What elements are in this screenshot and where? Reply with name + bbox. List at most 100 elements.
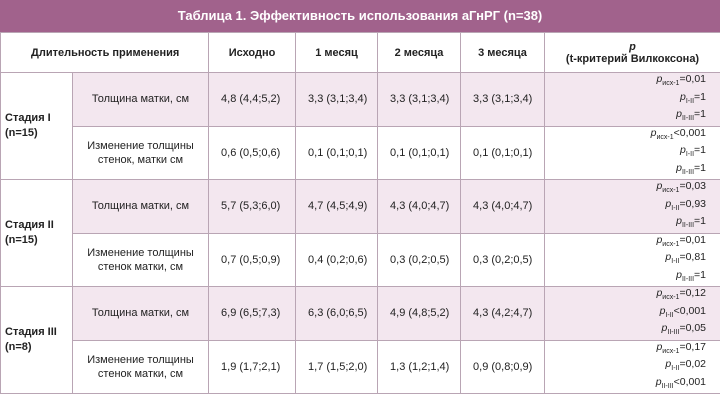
header-p-label: p [629, 40, 636, 53]
p-symbol: p [656, 287, 663, 299]
parameter-cell: Изменение толщины стенок матки, см [71, 339, 210, 394]
header-month2: 2 месяца [377, 32, 462, 73]
value-cell: 1,9 (1,7;2,1) [208, 339, 297, 394]
header-duration: Длительность применения [0, 32, 210, 73]
parameter-cell: Толщина матки, см [71, 179, 210, 234]
p-value-line: pисх-1=0,03 [548, 180, 706, 198]
value-cell: 6,3 (6,0;6,5) [295, 286, 379, 341]
parameter-cell: Толщина матки, см [71, 72, 210, 127]
table-row: Изменение толщины стенок матки, см 0,7 (0… [1, 232, 720, 287]
value-cell: 0,7 (0,5;0,9) [208, 232, 297, 287]
p-comparison: II-III [681, 168, 695, 176]
header-p: p (t-критерий Вилкоксона) [544, 32, 720, 73]
p-symbol: p [680, 144, 686, 156]
p-symbol: p [665, 197, 672, 210]
header-baseline: Исходно [208, 32, 297, 73]
p-value: <0,001 [673, 304, 707, 317]
p-symbol: p [676, 268, 682, 281]
p-value: =0,12 [679, 287, 707, 299]
stage-name: Стадия III [5, 326, 57, 338]
value-cell: 0,9 (0,8;0,9) [460, 339, 546, 394]
p-value: =0,93 [679, 197, 707, 210]
p-comparison: I-II [685, 151, 695, 158]
p-symbol: p [676, 108, 682, 120]
p-comparison: исх-1 [662, 347, 680, 355]
value-cell: 4,3 (4,2;4,7) [460, 286, 546, 341]
p-value-line: pII-III<0,001 [548, 376, 706, 394]
table-title: Таблица 1. Эффективность использования а… [0, 0, 720, 32]
p-value-cell: pисх-1=0,01 pI-II=0,81 pII-III=1 [544, 232, 720, 287]
efficacy-table: Длительность применения Исходно 1 месяц … [0, 32, 720, 394]
p-value-line: pI-II<0,001 [548, 305, 706, 323]
p-value: =0,03 [679, 180, 707, 192]
value-cell: 1,7 (1,5;2,0) [295, 339, 379, 394]
value-cell: 0,1 (0,1;0,1) [460, 125, 546, 180]
p-value-line: pисх-1=0,01 [548, 234, 706, 252]
p-symbol: p [676, 161, 682, 174]
value-cell: 4,3 (4,0;4,7) [460, 179, 546, 234]
parameter-cell: Толщина матки, см [71, 286, 210, 341]
p-comparison: II-III [681, 222, 695, 229]
p-symbol: p [656, 340, 663, 353]
p-comparison: II-III [661, 382, 674, 390]
stage-label: Стадия II (n=15) [0, 179, 73, 287]
p-value-line: pII-III=1 [548, 108, 706, 126]
table-row: Изменение толщины стенок матки, см 1,9 (1… [1, 339, 720, 394]
p-symbol: p [650, 126, 657, 139]
p-value-line: pисх-1=0,01 [548, 73, 706, 91]
value-cell: 4,9 (4,8;5,2) [377, 286, 462, 341]
p-value: <0,001 [673, 375, 707, 388]
value-cell: 3,3 (3,1;3,4) [295, 72, 379, 127]
value-cell: 4,3 (4,0;4,7) [377, 179, 462, 234]
p-value: =1 [694, 215, 707, 227]
header-row: Длительность применения Исходно 1 месяц … [0, 32, 720, 73]
p-value-line: pисх-1=0,12 [548, 287, 706, 305]
value-cell: 6,9 (6,5;7,3) [208, 286, 297, 341]
header-month3: 3 месяца [460, 32, 546, 73]
p-value-line: pI-II=0,02 [548, 358, 706, 376]
p-value-line: pI-II=1 [548, 144, 706, 162]
p-comparison: II-III [667, 329, 680, 336]
p-value-cell: pисх-1=0,01 pI-II=1 pII-III=1 [544, 72, 720, 127]
table-row: Стадия I (n=15) Толщина матки, см 4,8 (4,4;… [0, 72, 720, 180]
p-value-line: pисх-1=0,17 [548, 341, 706, 359]
stage-name: Стадия II [5, 219, 54, 231]
p-value: =0,01 [679, 233, 707, 246]
stage-n: (n=8) [5, 341, 32, 353]
p-symbol: p [656, 73, 663, 85]
value-cell: 0,1 (0,1;0,1) [377, 125, 462, 180]
p-comparison: I-II [665, 311, 674, 319]
table-row: Стадия II (n=15) Толщина матки, см 5,7 (5,3… [0, 179, 720, 287]
p-symbol: p [661, 322, 668, 334]
value-cell: 0,3 (0,2;0,5) [377, 232, 462, 287]
value-cell: 4,8 (4,4;5,2) [208, 72, 297, 127]
p-comparison: исх-1 [656, 133, 674, 141]
stage-n: (n=15) [5, 127, 38, 139]
p-value-line: pII-III=1 [548, 162, 706, 180]
p-value: =0,17 [679, 340, 707, 353]
table-row: Стадия III (n=8) Толщина матки, см 6,9 (6,5… [0, 286, 720, 394]
p-symbol: p [665, 358, 672, 370]
value-cell: 3,3 (3,1;3,4) [377, 72, 462, 127]
p-value-cell: pисх-1=0,03 pI-II=0,93 pII-III=1 [544, 179, 720, 234]
stage-n: (n=15) [5, 234, 38, 246]
p-value: =1 [694, 161, 707, 174]
p-comparison: исх-1 [662, 80, 680, 87]
p-comparison: I-II [671, 204, 680, 212]
header-month1: 1 месяц [295, 32, 379, 73]
p-value-line: pII-III=0,05 [548, 322, 706, 340]
value-cell: 0,4 (0,2;0,6) [295, 232, 379, 287]
p-value: =1 [694, 144, 707, 156]
parameter-cell: Изменение толщины стенок, матки см [71, 125, 210, 180]
p-comparison: исх-1 [662, 294, 680, 301]
value-cell: 0,1 (0,1;0,1) [295, 125, 379, 180]
p-value-line: pI-II=1 [548, 91, 706, 109]
p-value-cell: pисх-1<0,001 pI-II=1 pII-III=1 [544, 125, 720, 180]
p-comparison: II-III [681, 115, 695, 122]
p-comparison: исх-1 [662, 187, 680, 194]
p-value-line: pII-III=1 [548, 269, 706, 287]
p-value-line: pисх-1<0,001 [548, 127, 706, 145]
value-cell: 4,7 (4,5;4,9) [295, 179, 379, 234]
p-value: <0,001 [673, 126, 707, 139]
